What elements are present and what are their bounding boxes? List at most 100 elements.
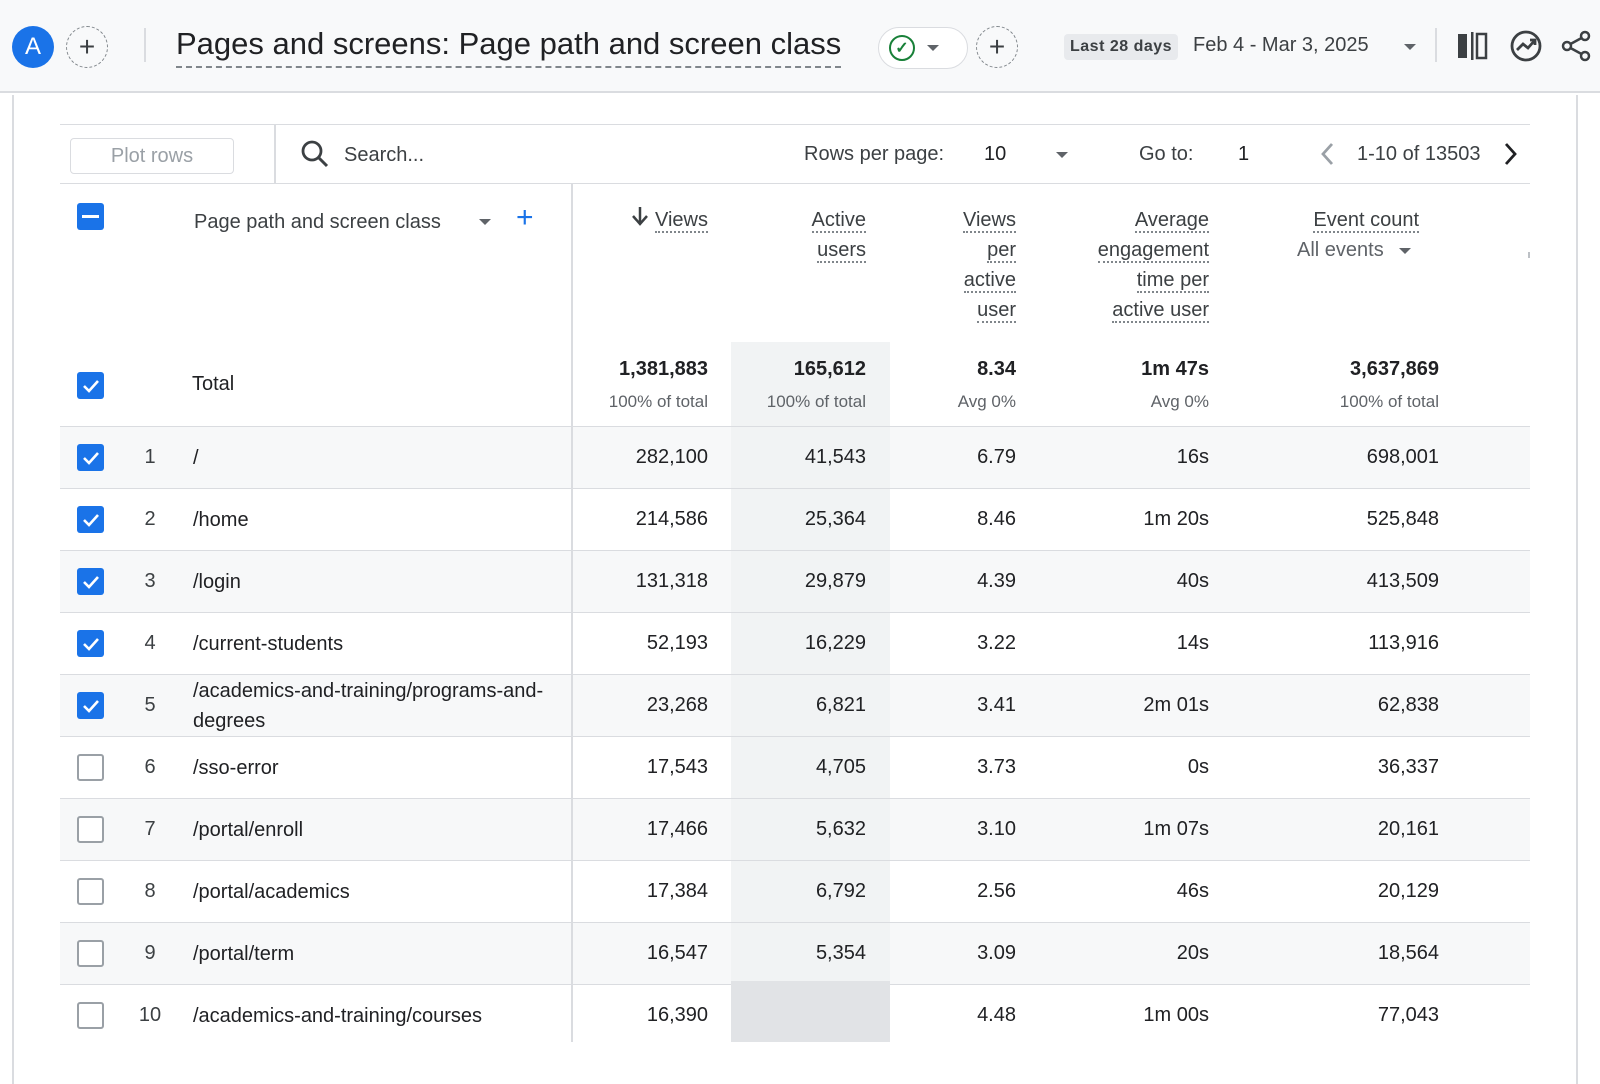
chevron-down-icon xyxy=(927,45,939,51)
active-users-cell: 4,705 xyxy=(815,756,866,778)
chevron-down-icon[interactable] xyxy=(1056,152,1068,158)
avg-engagement-cell: 14s xyxy=(1176,632,1209,654)
row-checkbox[interactable] xyxy=(77,630,104,657)
avg-engagement-header[interactable]: Average engagement time per active user xyxy=(1097,209,1209,323)
active-users-cell: 5,632 xyxy=(815,818,866,840)
event-count-cell: 18,564 xyxy=(1377,942,1439,964)
table-row[interactable]: 3/login 131,318 29,879 4.39 40s 413,509 xyxy=(60,551,1530,613)
row-index: 1 xyxy=(144,446,156,468)
toolbar-divider xyxy=(274,125,276,183)
chevron-down-icon xyxy=(1399,247,1412,254)
row-index: 7 xyxy=(144,818,156,840)
add-comparison-button[interactable]: + xyxy=(66,26,108,68)
total-label: Total xyxy=(192,373,235,395)
views-per-user-cell: 4.48 xyxy=(977,1004,1016,1026)
rows-per-page-label: Rows per page: xyxy=(804,143,945,165)
row-checkbox[interactable] xyxy=(77,568,104,595)
dimension-header[interactable]: Page path and screen class xyxy=(194,211,441,233)
horizontal-scroll-indicator[interactable] xyxy=(1528,252,1530,258)
active-users-cell: 16,229 xyxy=(804,632,866,654)
event-count-cell: 20,129 xyxy=(1377,880,1439,902)
table-row[interactable]: 9/portal/term 16,547 5,354 3.09 20s 18,564 xyxy=(60,923,1530,985)
active-users-header[interactable]: Active users xyxy=(811,209,866,263)
row-index: 5 xyxy=(144,694,156,716)
views-header[interactable]: Views xyxy=(600,205,708,235)
plus-icon: + xyxy=(988,31,1006,62)
avg-engagement-cell: 1m 07s xyxy=(1143,818,1209,840)
table-row[interactable]: 4/current-students 52,193 16,229 3.22 14s 113… xyxy=(60,613,1530,675)
row-checkbox[interactable] xyxy=(77,878,104,905)
select-all-checkbox[interactable] xyxy=(77,203,104,230)
row-checkbox[interactable] xyxy=(77,444,104,471)
page-path: /academics-and-training/courses xyxy=(193,1005,483,1027)
event-count-cell: 413,509 xyxy=(1366,570,1439,592)
sort-down-arrow-icon xyxy=(631,205,649,235)
table-toolbar: Plot rows Rows per page: 10 Go to: 1 1-1… xyxy=(60,124,1530,184)
table-row[interactable]: 1 / 282,100 41,543 6.79 16s 698,001 xyxy=(60,427,1530,489)
page-path: /current-students xyxy=(193,633,344,655)
page-path: /portal/academics xyxy=(193,881,350,903)
views-per-user-cell: 4.39 xyxy=(977,570,1016,592)
add-dimension-button[interactable]: + xyxy=(516,203,534,233)
report-card xyxy=(12,95,1578,1084)
table-row[interactable]: 8/portal/academics 17,384 6,792 2.56 46s 20,1… xyxy=(60,861,1530,923)
dimension-column-divider xyxy=(571,184,573,1042)
event-count-cell: 77,043 xyxy=(1377,1004,1439,1026)
row-index: 2 xyxy=(144,508,156,530)
views-per-user-cell: 6.79 xyxy=(977,446,1016,468)
page-path: /login xyxy=(193,571,241,593)
avg-engagement-cell: 0s xyxy=(1187,756,1209,778)
views-cell: 23,268 xyxy=(646,694,708,716)
table-row[interactable]: 2/home 214,586 25,364 8.46 1m 20s 525,848 xyxy=(60,489,1530,551)
active-users-cell: 41,543 xyxy=(804,446,866,468)
header-divider xyxy=(1435,28,1437,62)
add-filter-button[interactable]: + xyxy=(976,26,1018,68)
row-checkbox[interactable] xyxy=(77,940,104,967)
event-count-cell: 113,916 xyxy=(1368,632,1439,654)
chevron-down-icon[interactable] xyxy=(1404,44,1416,50)
views-per-user-cell: 3.09 xyxy=(977,942,1016,964)
table-row[interactable]: 5/academics-and-training/programs-and-de… xyxy=(60,675,1530,737)
total-checkbox[interactable] xyxy=(77,372,104,399)
row-checkbox[interactable] xyxy=(77,1002,104,1029)
compare-icon[interactable] xyxy=(1454,28,1490,64)
plus-icon: + xyxy=(516,201,534,234)
row-checkbox[interactable] xyxy=(77,754,104,781)
avatar[interactable]: A xyxy=(12,26,54,68)
plot-rows-button[interactable]: Plot rows xyxy=(70,138,234,174)
row-checkbox[interactable] xyxy=(77,692,104,719)
report-status-dropdown[interactable]: ✓ xyxy=(878,27,968,69)
table-row[interactable]: 6/sso-error 17,543 4,705 3.73 0s 36,337 xyxy=(60,737,1530,799)
views-cell: 131,318 xyxy=(635,570,708,592)
goto-input[interactable]: 1 xyxy=(1238,143,1250,165)
views-cell: 282,100 xyxy=(635,446,708,468)
report-header: A + Pages and screens: Page path and scr… xyxy=(0,0,1600,93)
active-users-last-cell-highlight xyxy=(731,981,890,1042)
rows-per-page-select[interactable]: 10 xyxy=(984,143,1007,165)
avg-engagement-cell: 1m 00s xyxy=(1143,1004,1209,1026)
row-checkbox[interactable] xyxy=(77,506,104,533)
avg-engagement-cell: 2m 01s xyxy=(1143,694,1209,716)
row-checkbox[interactable] xyxy=(77,816,104,843)
insights-icon[interactable] xyxy=(1508,28,1544,64)
share-icon[interactable] xyxy=(1558,28,1594,64)
views-per-user-cell: 2.56 xyxy=(977,880,1016,902)
views-cell: 17,384 xyxy=(646,880,708,902)
page-title[interactable]: Pages and screens: Page path and screen … xyxy=(176,26,842,68)
pagination-range: 1-10 of 13503 xyxy=(1357,143,1481,165)
views-per-user-cell: 3.41 xyxy=(977,694,1016,716)
views-per-user-header[interactable]: Views per active user xyxy=(963,209,1016,323)
search-input[interactable] xyxy=(344,139,744,171)
chevron-right-icon[interactable] xyxy=(1496,139,1524,169)
event-filter-dropdown[interactable]: All events xyxy=(1297,239,1412,262)
total-event-count-sub: 100% of total xyxy=(1339,392,1439,411)
date-range[interactable]: Feb 4 - Mar 3, 2025 xyxy=(1193,34,1369,56)
chevron-down-icon[interactable] xyxy=(479,219,491,225)
chevron-left-icon[interactable] xyxy=(1314,139,1342,169)
views-cell: 17,543 xyxy=(646,756,708,778)
event-count-header[interactable]: Event count xyxy=(1313,209,1419,233)
table-row[interactable]: 7/portal/enroll 17,466 5,632 3.10 1m 07s 20,1… xyxy=(60,799,1530,861)
views-per-user-cell: 3.22 xyxy=(977,632,1016,654)
row-index: 8 xyxy=(144,880,156,902)
event-count-cell: 698,001 xyxy=(1366,446,1439,468)
